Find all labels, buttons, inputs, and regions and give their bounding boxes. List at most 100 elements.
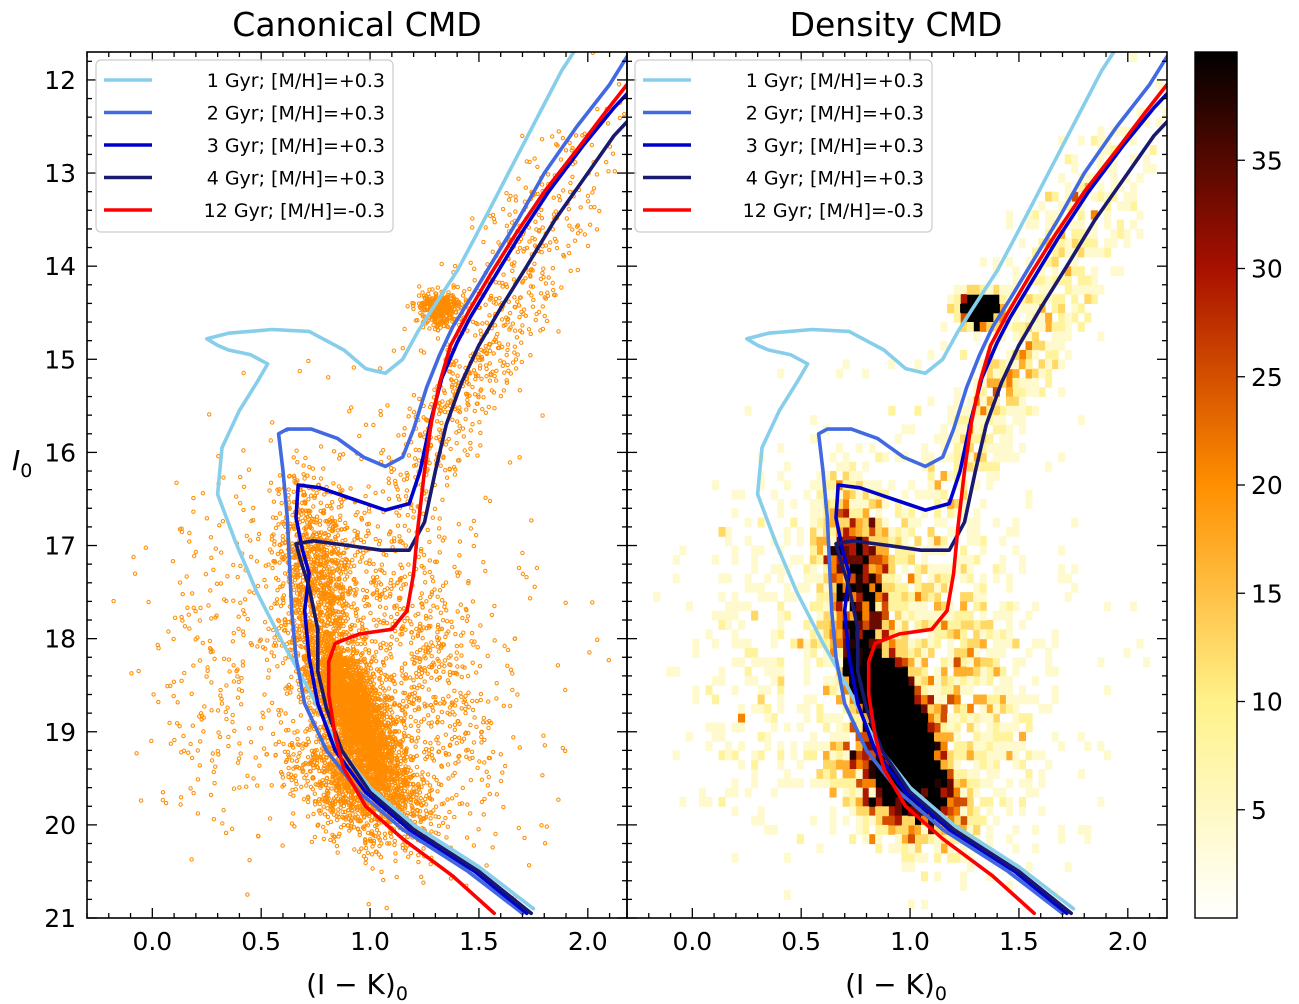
star-point xyxy=(436,823,442,828)
star-point xyxy=(425,780,430,785)
star-point xyxy=(398,795,403,800)
star-point xyxy=(363,845,369,851)
star-point xyxy=(454,741,459,746)
star-point xyxy=(385,741,390,747)
star-point xyxy=(331,798,336,803)
star-point xyxy=(329,809,334,815)
star-point xyxy=(318,476,324,481)
star-point xyxy=(322,492,327,497)
star-point xyxy=(314,490,319,496)
star-point xyxy=(248,554,254,559)
star-point xyxy=(344,574,350,579)
star-point xyxy=(272,635,277,640)
star-point xyxy=(435,789,440,794)
star-point xyxy=(415,808,420,813)
star-point xyxy=(331,691,336,696)
star-point xyxy=(423,808,429,813)
star-point xyxy=(326,779,332,785)
star-point xyxy=(362,733,368,738)
star-point xyxy=(428,810,433,815)
star-point xyxy=(374,761,380,767)
star-point xyxy=(403,672,409,677)
star-point xyxy=(459,694,464,699)
star-point xyxy=(419,784,424,789)
star-point xyxy=(291,745,296,750)
star-point xyxy=(433,804,439,809)
star-point xyxy=(334,683,339,688)
star-point xyxy=(318,552,323,557)
star-point xyxy=(309,839,315,845)
star-point xyxy=(400,737,406,743)
star-point xyxy=(337,831,342,836)
star-point xyxy=(288,772,294,777)
star-point xyxy=(428,788,433,793)
star-point xyxy=(350,557,355,563)
star-point xyxy=(415,772,420,777)
star-point xyxy=(442,604,447,609)
star-point xyxy=(362,810,367,815)
star-point xyxy=(301,472,306,477)
star-point xyxy=(383,749,389,754)
star-point xyxy=(392,842,397,848)
star-point xyxy=(441,669,446,674)
star-point xyxy=(395,714,400,720)
star-point xyxy=(345,705,350,710)
star-point xyxy=(338,703,343,708)
star-point xyxy=(403,725,408,731)
star-point xyxy=(355,748,360,753)
star-point xyxy=(321,466,326,471)
star-point xyxy=(468,777,474,783)
star-point xyxy=(428,821,434,827)
star-point xyxy=(308,784,314,790)
star-point xyxy=(394,720,399,725)
star-point xyxy=(330,767,335,772)
star-point xyxy=(469,749,475,755)
star-point xyxy=(350,700,355,706)
star-point xyxy=(330,774,336,780)
star-point xyxy=(401,698,406,704)
star-point xyxy=(363,840,368,845)
star-point xyxy=(371,681,376,686)
star-point xyxy=(342,744,348,750)
star-point xyxy=(296,754,301,759)
star-point xyxy=(338,776,343,781)
star-point xyxy=(420,770,425,775)
star-point xyxy=(377,713,383,718)
star-point xyxy=(440,820,446,826)
star-point xyxy=(364,725,369,730)
star-point xyxy=(294,758,300,764)
star-point xyxy=(304,772,309,778)
star-point xyxy=(331,481,336,486)
star-point xyxy=(348,799,354,804)
star-point xyxy=(336,814,341,820)
star-point xyxy=(349,736,354,741)
star-point xyxy=(254,559,260,564)
star-point xyxy=(408,768,413,773)
star-point xyxy=(293,787,298,792)
star-point xyxy=(419,591,424,596)
star-point xyxy=(345,789,351,794)
star-point xyxy=(347,746,353,751)
star-point xyxy=(302,775,307,780)
star-point xyxy=(308,705,313,711)
star-point xyxy=(383,677,389,682)
star-point xyxy=(351,601,356,606)
star-point xyxy=(338,730,344,735)
star-point xyxy=(468,526,474,531)
star-point xyxy=(319,783,324,788)
star-point xyxy=(359,710,364,716)
star-point xyxy=(301,762,306,767)
star-point xyxy=(455,664,460,669)
right-panel-title: Density CMD xyxy=(790,5,1003,44)
star-point xyxy=(414,753,419,758)
star-point xyxy=(264,584,269,589)
star-point xyxy=(389,834,394,839)
star-point xyxy=(395,791,401,796)
star-point xyxy=(424,811,429,817)
star-point xyxy=(439,709,445,715)
star-point xyxy=(276,739,282,744)
star-point xyxy=(297,750,302,756)
star-point xyxy=(294,448,299,453)
star-point xyxy=(340,809,345,815)
star-point xyxy=(381,783,386,788)
